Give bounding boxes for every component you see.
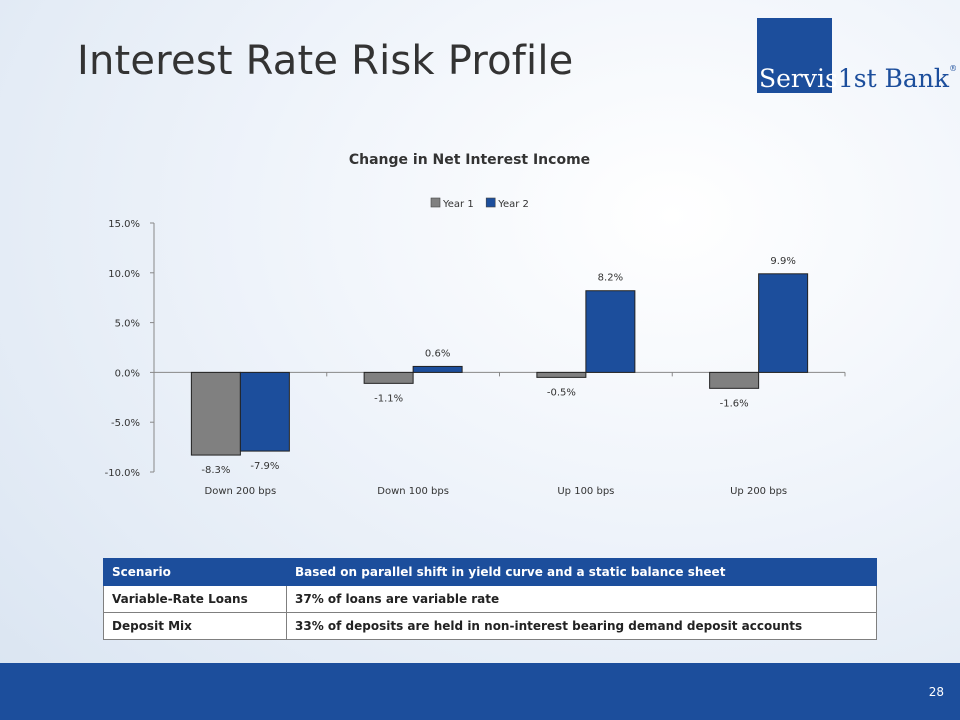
chart-title: Change in Net Interest Income	[349, 152, 590, 168]
table-header-cell: Scenario	[103, 558, 287, 586]
bar-year1	[363, 371, 414, 384]
table-cell: Variable-Rate Loans	[103, 585, 287, 613]
x-tick-label: Down 100 bps	[377, 486, 449, 497]
scenario-table: Scenario Based on parallel shift in yiel…	[103, 558, 877, 640]
logo-word-1st-bank: 1st Bank	[837, 64, 950, 93]
y-tick-label: 15.0%	[108, 219, 140, 230]
table-cell: Deposit Mix	[103, 612, 287, 640]
table-row: Deposit Mix 33% of deposits are held in …	[103, 612, 877, 640]
table-row: Variable-Rate Loans 37% of loans are var…	[103, 585, 877, 613]
bar-year2	[758, 273, 809, 373]
legend-label-2: Year 2	[497, 199, 529, 210]
logo-text: Servis1st Bank®	[759, 64, 957, 93]
data-label: -0.5%	[547, 387, 576, 398]
data-label: 9.9%	[770, 256, 795, 267]
x-tick-label: Up 200 bps	[730, 486, 787, 497]
logo-registered-mark: ®	[949, 64, 958, 73]
bar-year2	[412, 365, 463, 373]
bank-logo: Servis1st Bank®	[757, 18, 957, 96]
slide-title: Interest Rate Risk Profile	[77, 38, 574, 84]
table-cell: 33% of deposits are held in non-interest…	[286, 612, 877, 640]
x-tick-label: Up 100 bps	[557, 486, 614, 497]
legend-swatch-1	[430, 197, 441, 208]
table-header-cell: Based on parallel shift in yield curve a…	[286, 558, 877, 586]
data-label: 8.2%	[598, 273, 623, 284]
y-tick-label: 0.0%	[115, 368, 140, 379]
y-tick-label: -5.0%	[111, 418, 140, 429]
logo-box	[757, 18, 832, 93]
data-label: 0.6%	[425, 348, 450, 359]
legend-label-1: Year 1	[442, 199, 474, 210]
logo-word-servis: Servis	[759, 64, 838, 93]
bar-year1	[536, 371, 587, 378]
bar-year2	[239, 371, 290, 452]
y-tick-label: 10.0%	[108, 269, 140, 280]
data-label: -7.9%	[250, 461, 279, 472]
x-tick-label: Down 200 bps	[205, 486, 277, 497]
table-header-row: Scenario Based on parallel shift in yiel…	[103, 558, 877, 586]
data-label: -8.3%	[201, 465, 230, 476]
bar-year1	[190, 371, 241, 456]
page-number: 28	[928, 685, 944, 699]
y-tick-label: -10.0%	[105, 468, 140, 479]
legend-swatch-2	[485, 197, 496, 208]
data-label: -1.6%	[720, 398, 749, 409]
data-label: -1.1%	[374, 393, 403, 404]
bar-year2	[585, 290, 636, 373]
table-cell: 37% of loans are variable rate	[286, 585, 877, 613]
footer-bar: 28	[0, 663, 960, 720]
net-interest-income-chart: Change in Net Interest Income Year 1 Year …	[105, 152, 846, 497]
y-tick-label: 5.0%	[115, 319, 140, 330]
bar-year1	[709, 371, 760, 389]
